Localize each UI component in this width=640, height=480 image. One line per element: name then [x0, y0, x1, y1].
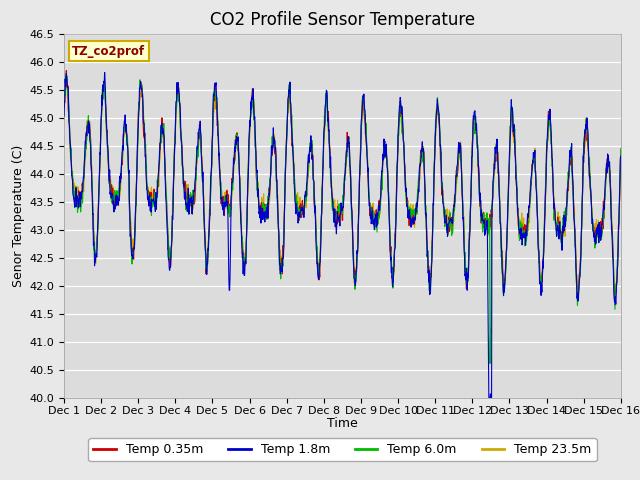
- Temp 23.5m: [246, 115, 254, 120]
- Temp 23.5m: [63, 77, 70, 83]
- Temp 1.8m: [171, 142, 179, 147]
- Temp 1.8m: [100, 70, 108, 75]
- Temp 23.5m: [60, 117, 68, 122]
- Temp 1.8m: [485, 396, 493, 401]
- Temp 6.0m: [246, 112, 254, 118]
- Temp 0.35m: [617, 147, 625, 153]
- Text: TZ_co2prof: TZ_co2prof: [72, 45, 145, 58]
- Line: Temp 0.35m: Temp 0.35m: [64, 71, 621, 305]
- Temp 6.0m: [60, 104, 68, 109]
- Temp 1.8m: [429, 201, 437, 206]
- Line: Temp 6.0m: Temp 6.0m: [64, 75, 621, 363]
- Temp 23.5m: [551, 209, 559, 215]
- Temp 6.0m: [486, 360, 494, 366]
- Temp 6.0m: [184, 194, 192, 200]
- Temp 0.35m: [502, 258, 509, 264]
- Temp 23.5m: [171, 134, 179, 140]
- Temp 0.35m: [611, 302, 618, 308]
- Temp 1.8m: [60, 113, 68, 119]
- Temp 6.0m: [552, 219, 559, 225]
- Temp 1.8m: [184, 185, 192, 191]
- Temp 23.5m: [617, 157, 625, 163]
- Temp 23.5m: [502, 258, 509, 264]
- Temp 6.0m: [617, 145, 625, 151]
- Temp 1.8m: [246, 115, 254, 120]
- Temp 0.35m: [551, 210, 559, 216]
- Temp 0.35m: [246, 116, 254, 121]
- Temp 6.0m: [429, 205, 437, 211]
- X-axis label: Time: Time: [327, 418, 358, 431]
- Temp 0.35m: [63, 68, 70, 73]
- Temp 1.8m: [617, 153, 625, 159]
- Temp 0.35m: [171, 143, 179, 148]
- Temp 6.0m: [502, 254, 510, 260]
- Temp 6.0m: [171, 144, 179, 149]
- Temp 1.8m: [552, 217, 559, 223]
- Temp 1.8m: [502, 249, 510, 254]
- Line: Temp 23.5m: Temp 23.5m: [64, 80, 621, 299]
- Line: Temp 1.8m: Temp 1.8m: [64, 72, 621, 398]
- Temp 0.35m: [184, 200, 192, 206]
- Temp 6.0m: [62, 72, 70, 78]
- Temp 0.35m: [60, 106, 68, 111]
- Temp 23.5m: [612, 296, 620, 302]
- Temp 23.5m: [184, 181, 192, 187]
- Legend: Temp 0.35m, Temp 1.8m, Temp 6.0m, Temp 23.5m: Temp 0.35m, Temp 1.8m, Temp 6.0m, Temp 2…: [88, 438, 596, 461]
- Y-axis label: Senor Temperature (C): Senor Temperature (C): [12, 145, 25, 287]
- Temp 23.5m: [429, 211, 437, 217]
- Title: CO2 Profile Sensor Temperature: CO2 Profile Sensor Temperature: [210, 11, 475, 29]
- Temp 0.35m: [429, 212, 437, 218]
